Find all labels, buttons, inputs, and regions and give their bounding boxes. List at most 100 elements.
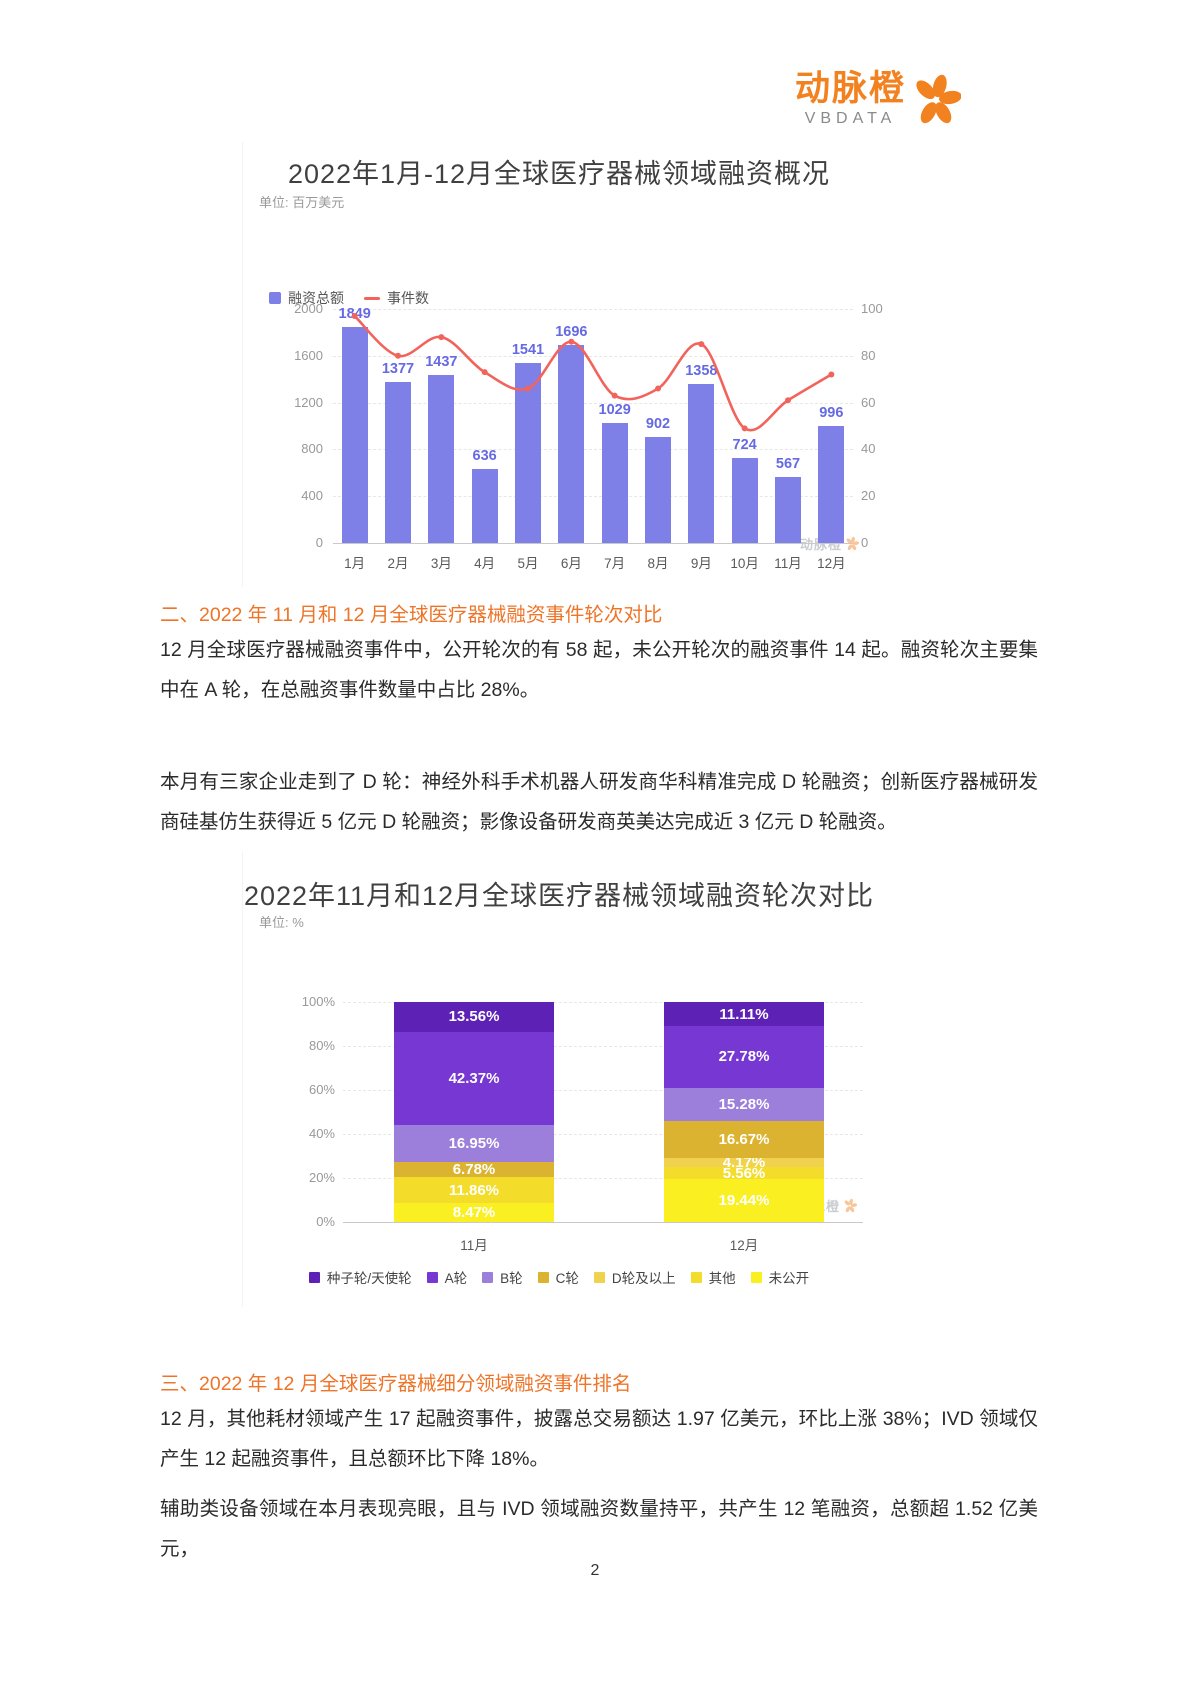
bar-value-label: 1377: [381, 360, 415, 377]
bar-value-label: 902: [645, 416, 671, 433]
bar-value-label: 724: [732, 437, 757, 454]
x-axis-label: 12月: [817, 556, 846, 571]
gridline: [343, 1134, 863, 1135]
x-axis-label: 1月: [344, 556, 366, 571]
legend-swatch: [426, 1271, 438, 1283]
legend-item-funding: 融资总额: [269, 288, 344, 308]
line-point: [525, 385, 531, 392]
bar-5月: [515, 362, 541, 543]
segment-label: 16.67%: [718, 1130, 770, 1148]
legend-swatch: [482, 1271, 494, 1283]
right-axis-tick: 60: [861, 394, 876, 410]
x-axis-label: 11月: [774, 556, 802, 571]
logo-petals-icon: [916, 74, 962, 124]
bar-value-label: 1358: [685, 363, 718, 380]
legend-swatch: [690, 1271, 702, 1283]
x-axis-label: 12月: [729, 1238, 759, 1253]
segment-未公开: 19.44%: [664, 1179, 824, 1222]
right-axis-tick: 80: [861, 347, 876, 363]
funding-swatch: [269, 292, 281, 304]
x-axis-label: 9月: [690, 556, 712, 571]
x-axis-label: 10月: [730, 556, 759, 571]
segment-B轮: 16.95%: [394, 1125, 554, 1163]
segment-种子轮/天使轮: 11.11%: [664, 1001, 824, 1027]
logo-subtext: VBDATA: [804, 110, 897, 127]
y-axis-tick: 40%: [308, 1126, 335, 1141]
legend-item-未公开: 未公开: [750, 1267, 809, 1287]
x-axis-label: 8月: [647, 556, 669, 571]
segment-label: 5.56%: [722, 1164, 766, 1182]
line-point: [481, 369, 488, 376]
x-axis-label: 4月: [474, 556, 496, 571]
round-comparison-chart: 2022年11月和12月全球医疗器械领域融资轮次对比 单位: % 种子轮/天使轮…: [242, 852, 875, 1307]
events-legend-label: 事件数: [387, 290, 429, 306]
bar-value-label: 567: [775, 455, 801, 472]
y-axis-tick: 80%: [308, 1038, 335, 1053]
right-axis-tick: 40: [861, 441, 876, 457]
bar-1月: [341, 326, 368, 543]
bar-value-label: 1541: [511, 341, 545, 358]
chart1-unit-label: 单位: 百万美元: [259, 195, 345, 210]
watermark-petals-icon: [844, 1198, 857, 1213]
gridline: [343, 1002, 863, 1003]
gridline: [343, 1090, 863, 1091]
x-axis-label: 11月: [460, 1238, 488, 1253]
chart1-legend: 融资总额 事件数: [269, 288, 429, 308]
funding-legend-label: 融资总额: [288, 290, 344, 306]
section2-heading: 二、2022 年 11 月和 12 月全球医疗器械融资事件轮次对比: [160, 604, 663, 626]
legend-item-events: 事件数: [364, 288, 429, 308]
legend-item-A轮: A轮: [426, 1267, 467, 1287]
legend-swatch: [750, 1271, 762, 1283]
segment-种子轮/天使轮: 13.56%: [394, 1002, 554, 1032]
line-point: [568, 338, 575, 345]
segment-C轮: 6.78%: [394, 1161, 554, 1178]
segment-label: 13.56%: [448, 1008, 500, 1026]
logo-name: 动脉橙: [795, 69, 907, 108]
legend-item-种子轮/天使轮: 种子轮/天使轮: [308, 1267, 412, 1287]
left-axis-tick: 2000: [294, 301, 323, 316]
chart1-title: 2022年1月-12月全球医疗器械领域融资概况: [287, 159, 831, 189]
x-axis-label: 3月: [430, 556, 452, 571]
line-point: [438, 334, 445, 341]
gridline: [343, 1178, 863, 1179]
bar-value-label: 636: [472, 447, 497, 464]
segment-label: 27.78%: [718, 1048, 770, 1066]
segment-label: 19.44%: [718, 1192, 770, 1210]
legend-label: B轮: [500, 1271, 523, 1286]
left-axis-tick: 1200: [294, 394, 323, 410]
x-axis-label: 2月: [387, 556, 409, 571]
legend-label: C轮: [555, 1271, 579, 1286]
segment-A轮: 42.37%: [394, 1031, 554, 1126]
section3-heading: 三、2022 年 12 月全球医疗器械细分领域融资事件排名: [160, 1373, 632, 1395]
chart2-legend: 种子轮/天使轮 A轮 B轮 C轮 D轮及以上 其他 未公开: [243, 1267, 875, 1287]
line-point: [611, 392, 618, 399]
legend-swatch: [308, 1271, 320, 1283]
y-axis-tick: 100%: [301, 994, 335, 1009]
segment-A轮: 27.78%: [664, 1026, 824, 1088]
gridline: [333, 402, 853, 404]
bar-12月: [818, 426, 845, 543]
legend-label: 种子轮/天使轮: [326, 1271, 412, 1286]
segment-label: 11.86%: [448, 1181, 500, 1199]
section3-paragraph-2: 辅助类设备领域在本月表现亮眼，且与 IVD 领域融资数量持平，共产生 12 笔融…: [160, 1498, 1038, 1560]
x-axis-label: 6月: [560, 556, 582, 571]
segment-B轮: 15.28%: [664, 1087, 824, 1122]
section2-paragraph-2: 本月有三家企业走到了 D 轮：神经外科手术机器人研发商华科精准完成 D 轮融资；…: [160, 771, 1038, 833]
x-axis-baseline: [343, 1222, 863, 1223]
legend-item-D轮及以上: D轮及以上: [593, 1267, 676, 1287]
segment-其他: 5.56%: [664, 1164, 824, 1182]
legend-item-C轮: C轮: [537, 1267, 579, 1287]
gridline: [333, 309, 853, 310]
segment-label: 42.37%: [448, 1069, 500, 1087]
segment-C轮: 16.67%: [664, 1121, 824, 1158]
line-point: [698, 341, 705, 348]
x-axis-label: 5月: [517, 556, 539, 571]
line-point: [655, 385, 661, 392]
chart1-plot-area: 1849137714376361541169610299021358724567…: [333, 306, 853, 544]
chart2-unit-label: 单位: %: [259, 915, 304, 930]
bar-10月: [731, 458, 758, 543]
bar-value-label: 996: [819, 405, 844, 422]
bar-3月: [428, 374, 455, 543]
gridline: [333, 496, 853, 498]
